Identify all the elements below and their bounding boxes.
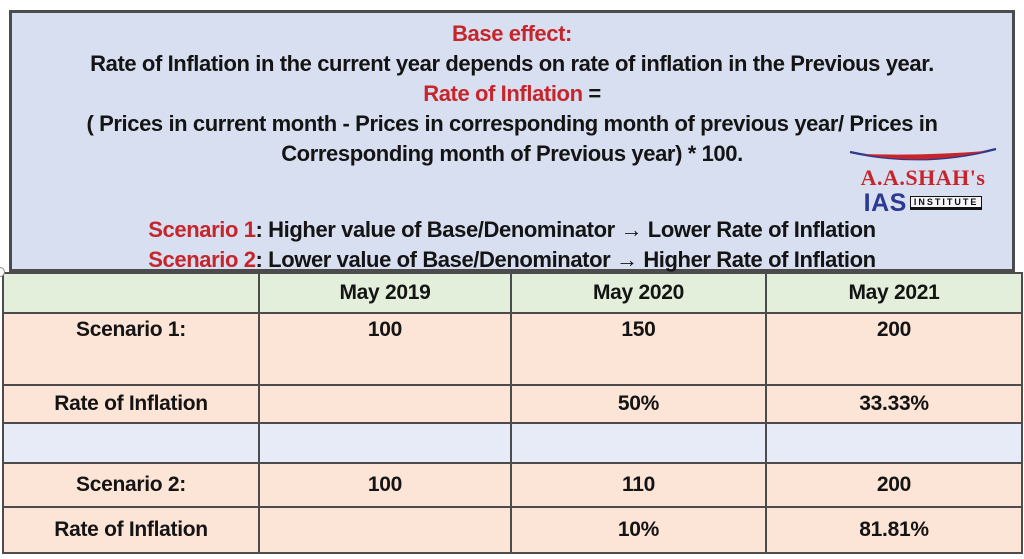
formula-heading-equals: = (582, 81, 601, 106)
scenario-summary: Scenario 1: Higher value of Base/Denomin… (12, 215, 1012, 275)
logo-second-row: IAS INSTITUTE (844, 190, 1002, 216)
table-row-rate-2: Rate of Inflation 10% 81.81% (2, 506, 1023, 554)
scenario-1-label: Scenario 1 (148, 217, 256, 242)
table-cell: 110 (510, 462, 767, 508)
table-cell (510, 422, 767, 464)
table-cell: 50% (510, 384, 767, 424)
logo-brand-text: A.A.SHAH's (860, 165, 986, 190)
table-cell: 100 (258, 312, 512, 386)
panel-title: Base effect: (452, 21, 572, 46)
logo-suffix: INSTITUTE (909, 196, 983, 211)
logo-acronym: IAS (863, 189, 907, 218)
header-cell-may-2020: May 2020 (510, 272, 767, 314)
table-cell: Rate of Inflation (2, 506, 260, 554)
inflation-table: May 2019 May 2020 May 2021 Scenario 1: 1… (2, 272, 1023, 554)
table-header-row: May 2019 May 2020 May 2021 (2, 272, 1023, 314)
header-cell-may-2021: May 2021 (765, 272, 1023, 314)
institute-logo: A.A.SHAH's IAS INSTITUTE (844, 147, 1002, 216)
base-effect-panel: Base effect: Rate of Inflation in the cu… (9, 10, 1015, 272)
formula-line-2: Corresponding month of Previous year) * … (281, 141, 743, 166)
table-cell: 81.81% (765, 506, 1023, 554)
header-cell-blank (2, 272, 260, 314)
panel-subtitle: Rate of Inflation in the current year de… (90, 51, 934, 76)
table-row-scenario-1: Scenario 1: 100 150 200 (2, 312, 1023, 386)
header-cell-may-2019: May 2019 (258, 272, 512, 314)
scenario-1-text: : Higher value of Base/Denominator → Low… (255, 217, 877, 242)
scenario-1-line: Scenario 1: Higher value of Base/Denomin… (12, 215, 1012, 245)
logo-swoosh-icon (849, 147, 997, 161)
formula-line-1: ( Prices in current month - Prices in co… (86, 111, 938, 136)
table-cell: Scenario 1: (2, 312, 260, 386)
table-cell: 200 (765, 312, 1023, 386)
table-cell (258, 422, 512, 464)
table-cell (258, 384, 512, 424)
table-row-spacer (2, 422, 1023, 464)
table-cell: Rate of Inflation (2, 384, 260, 424)
table-cell: 100 (258, 462, 512, 508)
table-cell (765, 422, 1023, 464)
scenario-2-line: Scenario 2: Lower value of Base/Denomina… (12, 245, 1012, 275)
scenario-2-text: : Lower value of Base/Denominator → High… (255, 247, 877, 272)
table-cell: 150 (510, 312, 767, 386)
table-cell (2, 422, 260, 464)
table-row-rate-1: Rate of Inflation 50% 33.33% (2, 384, 1023, 424)
table-cell: 200 (765, 462, 1023, 508)
table-cell (258, 506, 512, 554)
table-cell: 10% (510, 506, 767, 554)
scenario-2-label: Scenario 2 (148, 247, 256, 272)
formula-heading-label: Rate of Inflation (423, 81, 583, 106)
table-row-scenario-2: Scenario 2: 100 110 200 (2, 462, 1023, 508)
table-cell: 33.33% (765, 384, 1023, 424)
table-cell: Scenario 2: (2, 462, 260, 508)
formula-heading: Rate of Inflation = (12, 79, 1012, 109)
